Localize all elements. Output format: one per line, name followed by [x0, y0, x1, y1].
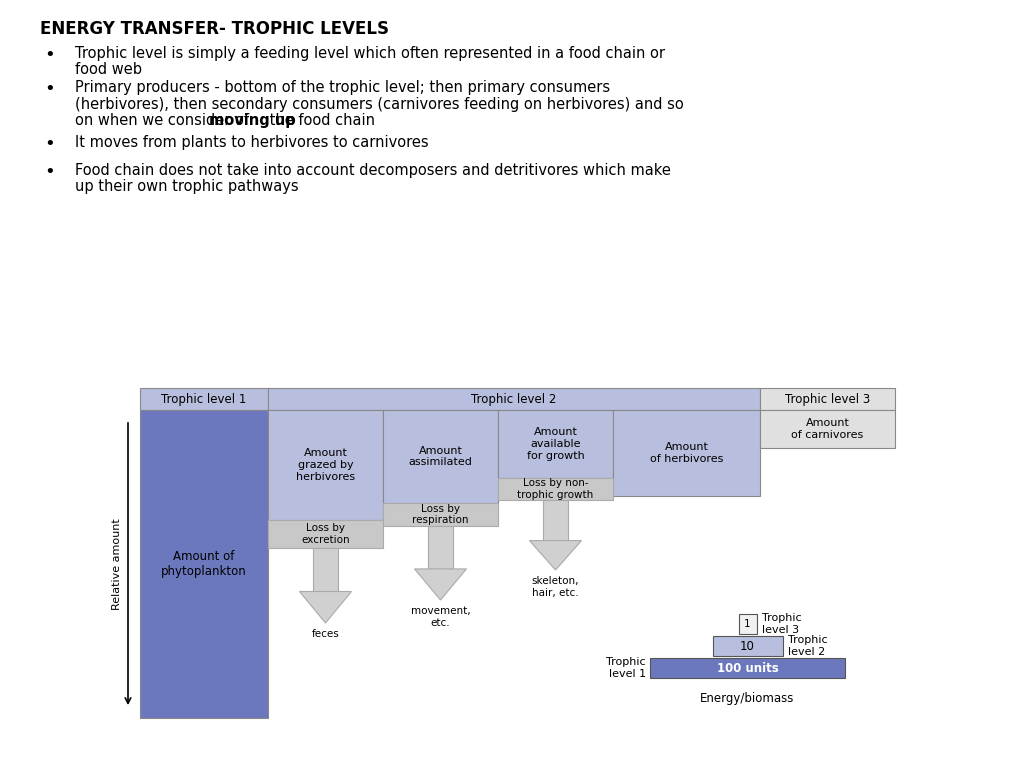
Bar — [268, 410, 383, 520]
Text: moving up: moving up — [209, 113, 296, 128]
Text: Trophic
level 1: Trophic level 1 — [606, 657, 646, 679]
Bar — [738, 614, 757, 634]
Text: movement,
etc.: movement, etc. — [411, 606, 470, 627]
Text: food web: food web — [75, 62, 142, 78]
Text: Amount
assimilated: Amount assimilated — [409, 445, 472, 467]
Text: •: • — [44, 80, 54, 98]
Text: up their own trophic pathways: up their own trophic pathways — [75, 180, 299, 194]
Text: feces: feces — [311, 629, 339, 639]
Text: 100 units: 100 units — [717, 661, 778, 674]
Polygon shape — [299, 591, 351, 623]
Bar — [613, 410, 760, 496]
Bar — [760, 410, 895, 448]
Bar — [498, 478, 613, 500]
Bar — [140, 410, 268, 718]
Text: on when we consider of: on when we consider of — [75, 113, 254, 128]
Text: 1: 1 — [744, 619, 751, 629]
Text: Trophic
level 2: Trophic level 2 — [787, 635, 827, 657]
Text: 10: 10 — [740, 640, 755, 653]
Text: Loss by non-
trophic growth: Loss by non- trophic growth — [517, 478, 594, 500]
Bar — [713, 636, 782, 656]
Bar — [760, 388, 895, 410]
Text: Trophic level is simply a feeding level which often represented in a food chain : Trophic level is simply a feeding level … — [75, 46, 665, 61]
Bar — [543, 500, 568, 541]
Text: Food chain does not take into account decomposers and detritivores which make: Food chain does not take into account de… — [75, 163, 671, 178]
Text: Relative amount: Relative amount — [112, 518, 122, 610]
Polygon shape — [415, 569, 467, 600]
Bar — [428, 526, 453, 569]
Bar — [140, 388, 268, 410]
Text: Trophic level 3: Trophic level 3 — [784, 392, 870, 406]
Bar — [650, 658, 845, 678]
Polygon shape — [529, 541, 582, 570]
Text: Amount
of carnivores: Amount of carnivores — [792, 419, 863, 440]
Bar — [383, 503, 498, 526]
Text: •: • — [44, 46, 54, 64]
Text: Amount
of herbivores: Amount of herbivores — [650, 442, 723, 464]
Text: Loss by
respiration: Loss by respiration — [413, 504, 469, 525]
Text: Trophic level 1: Trophic level 1 — [162, 392, 247, 406]
Bar — [268, 388, 760, 410]
Text: Primary producers - bottom of the trophic level; then primary consumers: Primary producers - bottom of the trophi… — [75, 80, 610, 95]
Text: skeleton,
hair, etc.: skeleton, hair, etc. — [531, 576, 580, 598]
Text: •: • — [44, 135, 54, 153]
Bar — [383, 410, 498, 503]
Text: Loss by
excretion: Loss by excretion — [301, 523, 350, 545]
Text: •: • — [44, 163, 54, 181]
Text: Amount of
phytoplankton: Amount of phytoplankton — [161, 550, 247, 578]
Bar — [313, 548, 338, 591]
Text: the food chain: the food chain — [264, 113, 375, 128]
Text: Trophic
level 3: Trophic level 3 — [762, 613, 801, 635]
Text: It moves from plants to herbivores to carnivores: It moves from plants to herbivores to ca… — [75, 135, 429, 150]
Text: Trophic level 2: Trophic level 2 — [471, 392, 557, 406]
Text: Energy/biomass: Energy/biomass — [700, 692, 795, 705]
Text: ENERGY TRANSFER- TROPHIC LEVELS: ENERGY TRANSFER- TROPHIC LEVELS — [40, 20, 389, 38]
Text: (herbivores), then secondary consumers (carnivores feeding on herbivores) and so: (herbivores), then secondary consumers (… — [75, 97, 684, 111]
Bar — [268, 520, 383, 548]
Bar — [498, 410, 613, 478]
Text: Amount
available
for growth: Amount available for growth — [526, 428, 585, 461]
Text: Amount
grazed by
herbivores: Amount grazed by herbivores — [296, 449, 355, 482]
